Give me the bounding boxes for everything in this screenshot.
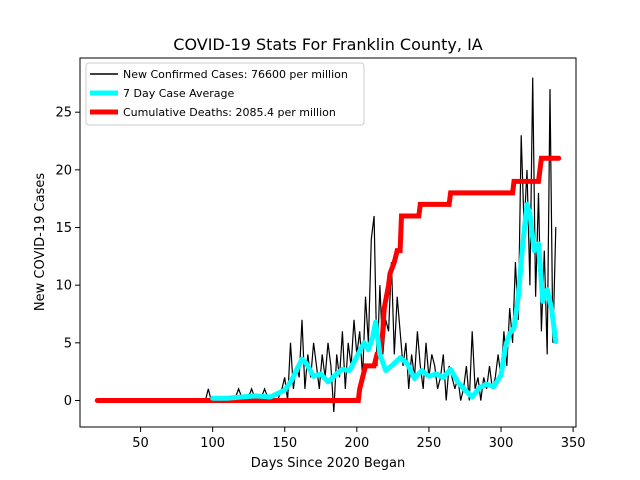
x-axis-label: Days Since 2020 Began [251, 456, 406, 471]
y-tick-label: 5 [64, 336, 72, 351]
x-tick-label: 100 [200, 436, 225, 451]
legend-label-new-cases: New Confirmed Cases: 76600 per million [123, 68, 348, 81]
y-tick-label: 0 [64, 394, 72, 409]
legend-label-7-day-average: 7 Day Case Average [123, 87, 235, 100]
x-tick-label: 150 [272, 436, 297, 451]
x-axis: 50 100 150 200 250 300 350 [132, 427, 586, 451]
y-tick-label: 25 [55, 106, 72, 121]
x-tick-label: 50 [132, 436, 149, 451]
chart-title: COVID-19 Stats For Franklin County, IA [173, 35, 483, 54]
series-line-cumulative-deaths [94, 155, 562, 403]
x-tick-label: 300 [489, 436, 514, 451]
x-tick-label: 350 [561, 436, 586, 451]
y-tick-label: 15 [55, 221, 72, 236]
x-tick-label: 250 [417, 436, 442, 451]
axes-frame [79, 57, 577, 428]
y-axis-label: New COVID-19 Cases [33, 173, 48, 311]
y-tick-label: 20 [55, 163, 72, 178]
plot-area [79, 57, 577, 428]
series-layer [94, 77, 562, 413]
legend-box [85, 62, 365, 126]
y-axis: 0 5 10 15 20 25 [55, 106, 80, 409]
series-line-7-day-average [210, 201, 559, 401]
legend-label-cumulative-deaths: Cumulative Deaths: 2085.4 per million [123, 106, 336, 119]
x-tick-label: 200 [344, 436, 369, 451]
legend: New Confirmed Cases: 76600 per million 7… [85, 62, 365, 126]
y-tick-label: 10 [55, 279, 72, 294]
